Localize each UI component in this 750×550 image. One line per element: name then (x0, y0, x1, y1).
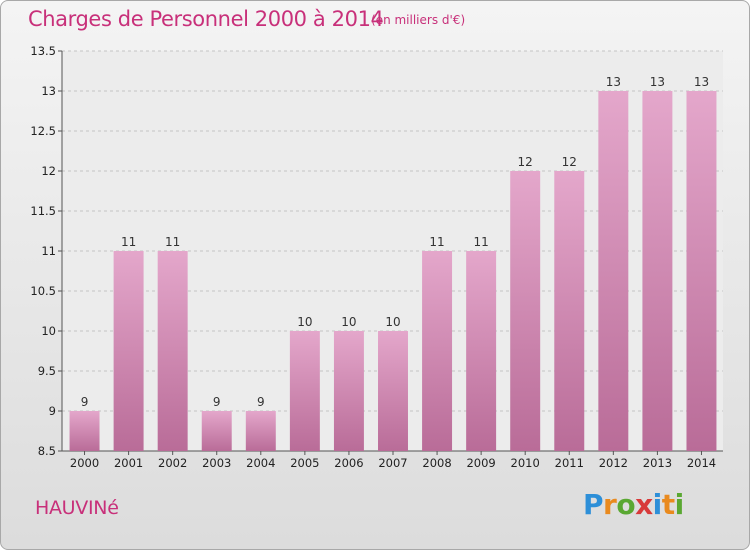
data-label-2001: 11 (121, 235, 136, 249)
x-tick-label: 2000 (70, 456, 99, 470)
bar-2004 (245, 411, 276, 451)
y-tick-label: 10.5 (30, 284, 56, 298)
y-tick-label: 8.5 (38, 444, 56, 458)
y-tick-label: 9 (49, 404, 56, 418)
y-tick-label: 11 (41, 244, 56, 258)
y-tick-label: 12.5 (30, 124, 56, 138)
x-tick-label: 2001 (114, 456, 143, 470)
logo-letter: t (661, 488, 675, 521)
bar-2011 (554, 171, 585, 451)
bar-2012 (598, 91, 629, 451)
bar-2006 (333, 331, 364, 451)
y-axis-ticks: 8.5 9 9.5 10 10.5 11 11.5 12 12.5 13 13.5 (30, 44, 62, 458)
x-tick-label: 2002 (158, 456, 187, 470)
data-label-2000: 9 (81, 395, 89, 409)
y-tick-label: 10 (41, 324, 56, 338)
x-axis-ticks: 2000 2001 2002 2003 2004 2005 2006 2007 2008 2009… (70, 451, 716, 470)
data-label-2002: 11 (165, 235, 180, 249)
bars (69, 91, 717, 451)
data-label-2007: 10 (385, 315, 400, 329)
x-tick-label: 2003 (202, 456, 231, 470)
bar-2003 (201, 411, 232, 451)
data-label-2006: 10 (341, 315, 356, 329)
data-label-2008: 11 (429, 235, 444, 249)
bar-2000 (69, 411, 100, 451)
x-tick-label: 2008 (422, 456, 451, 470)
bar-2008 (422, 251, 453, 451)
y-tick-label: 11.5 (30, 204, 56, 218)
x-tick-label: 2004 (246, 456, 275, 470)
x-tick-label: 2007 (378, 456, 407, 470)
logo-letter: i (652, 488, 663, 521)
x-tick-label: 2006 (334, 456, 363, 470)
x-tick-label: 2012 (599, 456, 628, 470)
data-label-2013: 13 (650, 75, 665, 89)
logo-letter: x (635, 488, 653, 521)
bar-2005 (289, 331, 320, 451)
data-label-2011: 12 (562, 155, 577, 169)
y-tick-label: 9.5 (38, 364, 56, 378)
data-label-2004: 9 (257, 395, 265, 409)
data-label-2012: 13 (606, 75, 621, 89)
logo-letter: P (583, 488, 604, 521)
y-tick-label: 13 (41, 84, 56, 98)
chart-subtitle: (en milliers d'€) (371, 13, 466, 27)
data-label-2010: 12 (518, 155, 533, 169)
data-label-2005: 10 (297, 315, 312, 329)
bar-2009 (466, 251, 497, 451)
chart-title: Charges de Personnel 2000 à 2014 (28, 7, 384, 31)
x-tick-label: 2010 (511, 456, 540, 470)
x-tick-label: 2014 (687, 456, 716, 470)
logo-letter: i (674, 488, 685, 521)
data-labels: 9 11 11 9 9 10 10 10 11 11 12 12 13 13 13 (81, 75, 709, 409)
bar-2010 (510, 171, 541, 451)
y-tick-label: 13.5 (30, 44, 56, 58)
x-tick-label: 2013 (643, 456, 672, 470)
proxiti-logo: Proxiti (583, 488, 684, 521)
x-tick-label: 2011 (555, 456, 584, 470)
x-tick-label: 2009 (466, 456, 495, 470)
logo-letter: r (603, 488, 617, 521)
data-label-2014: 13 (694, 75, 709, 89)
commune-name: HAUVINé (35, 497, 119, 519)
bar-2002 (157, 251, 188, 451)
x-tick-label: 2005 (290, 456, 319, 470)
bar-2001 (113, 251, 144, 451)
bar-2014 (686, 91, 717, 451)
bar-2007 (378, 331, 408, 451)
data-label-2003: 9 (213, 395, 221, 409)
logo-letter: o (616, 488, 636, 521)
bar-2013 (642, 91, 673, 451)
y-tick-label: 12 (41, 164, 56, 178)
data-label-2009: 11 (473, 235, 488, 249)
